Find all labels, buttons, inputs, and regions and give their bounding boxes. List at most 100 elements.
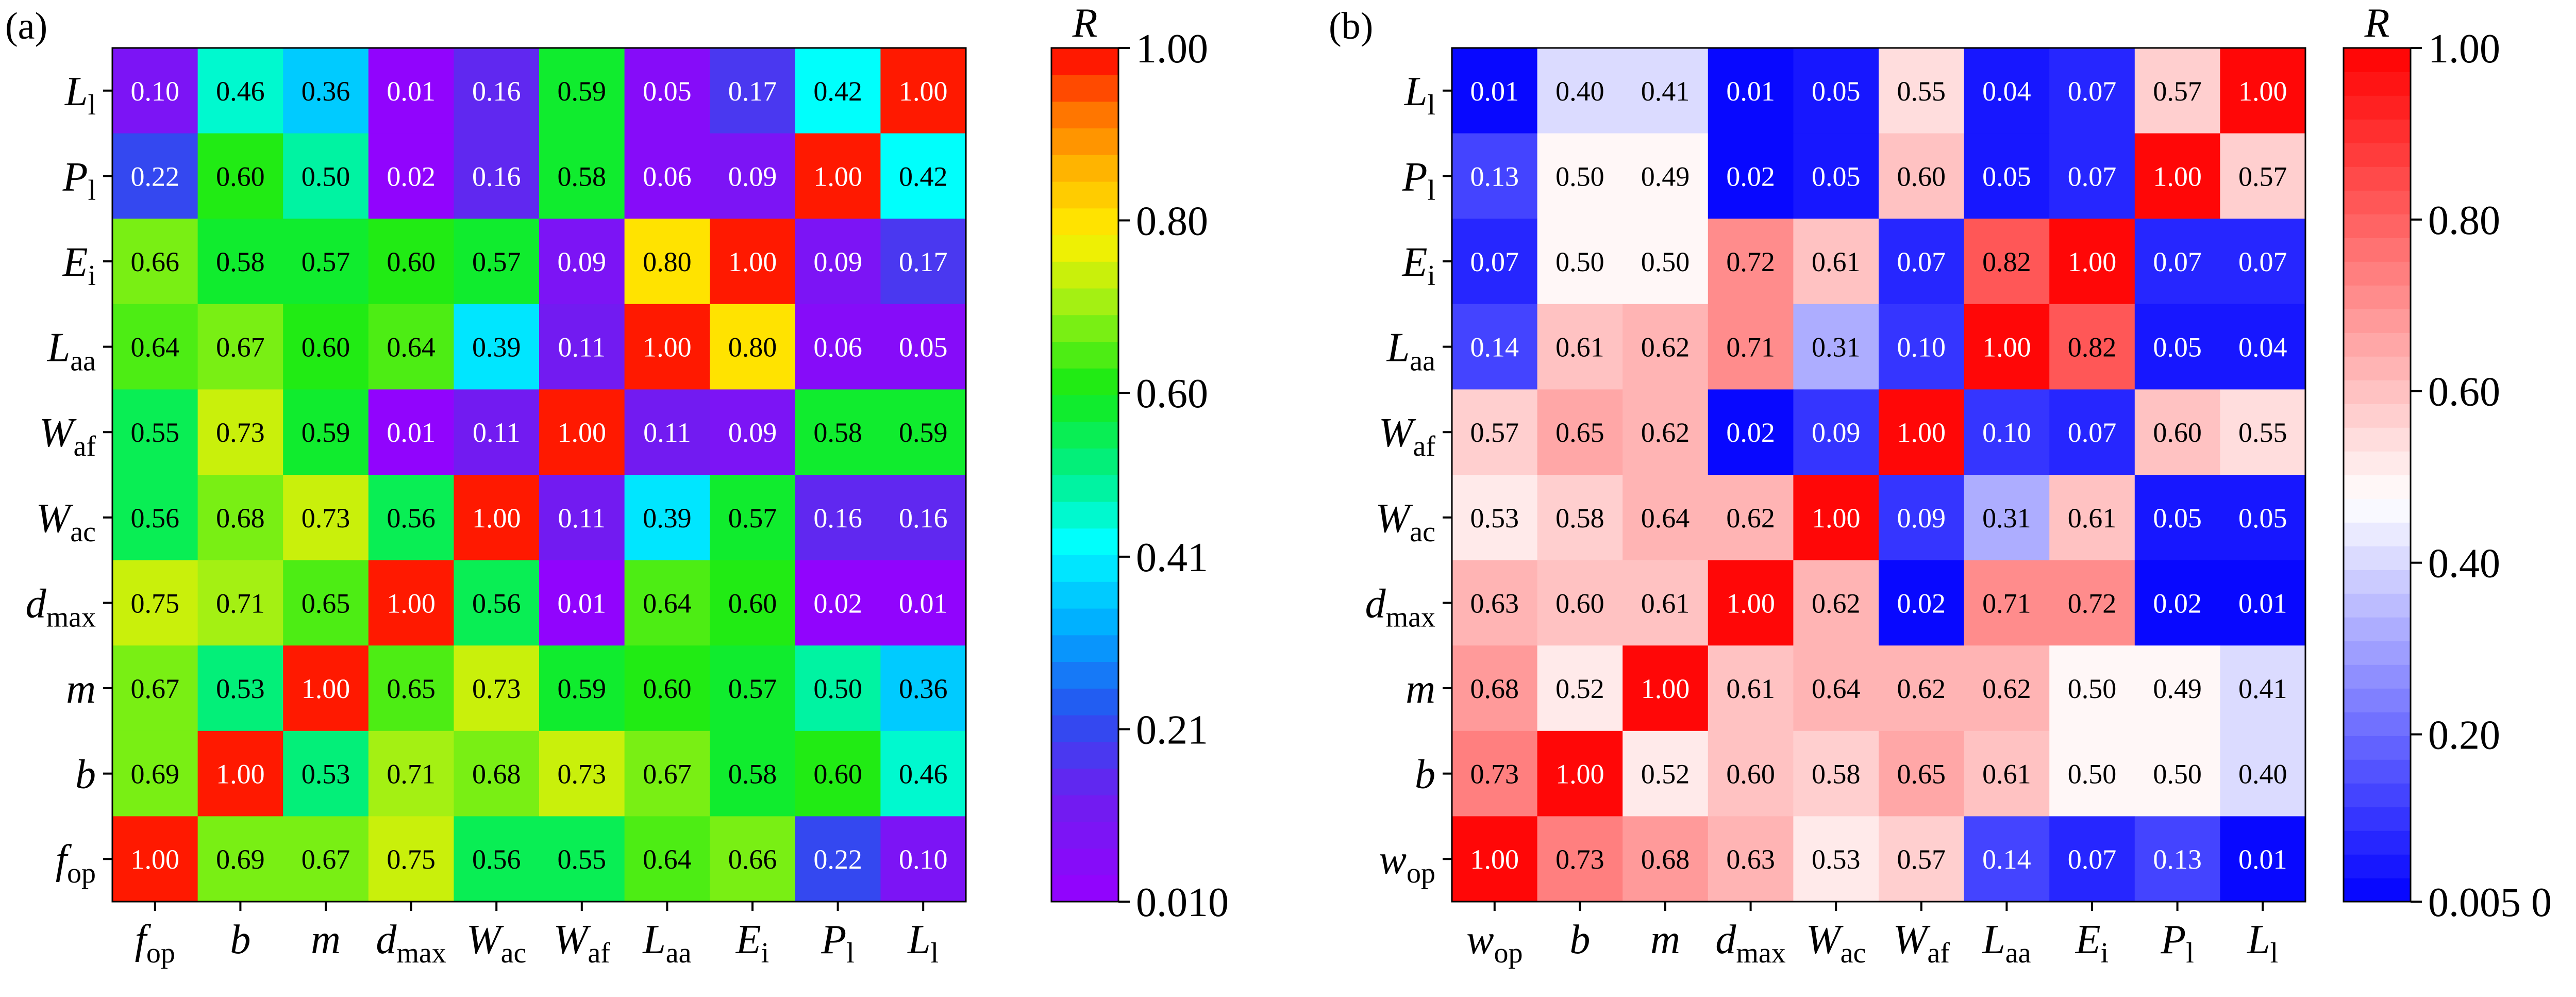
heatmap-cell (1964, 475, 2050, 561)
colorbar-band (1051, 661, 1118, 689)
colorbar-band (1051, 714, 1118, 742)
heatmap-cell (1452, 389, 1538, 475)
heatmap-cell (112, 816, 198, 902)
heatmap-cell (283, 304, 369, 390)
cell-value-label: 0.52 (1641, 759, 1690, 790)
cell-value-label: 0.68 (472, 759, 521, 790)
colorbar-band (2344, 48, 2411, 72)
y-tick-label: Ei (1402, 240, 1435, 292)
heatmap-cell (1879, 133, 1965, 219)
y-tick-label-base: b (1415, 752, 1435, 797)
colorbar-band (2344, 878, 2411, 902)
x-tick-label-base: L (1982, 917, 2005, 962)
cell-value-label: 0.16 (472, 76, 521, 107)
cell-value-label: 0.58 (1812, 759, 1861, 790)
cell-value-label: 0.82 (1982, 246, 2031, 277)
cell-value-label: 0.58 (558, 161, 607, 192)
cell-value-label: 0.55 (131, 417, 180, 448)
colorbar-band (1051, 288, 1118, 315)
heatmap-cell (368, 48, 454, 134)
cell-value-label: 0.40 (1555, 76, 1604, 107)
heatmap-cell (1622, 730, 1709, 817)
x-tick-label: fop (135, 917, 175, 969)
heatmap-cell (624, 475, 710, 561)
x-tick-label-sub: af (588, 937, 610, 969)
heatmap-cell (1879, 304, 1965, 390)
cell-value-label: 0.61 (1982, 759, 2031, 790)
cell-value-label: 0.56 (472, 844, 521, 875)
cell-value-label: 0.73 (216, 417, 265, 448)
cell-value-label: 0.63 (1470, 588, 1519, 619)
cell-value-label: 1.00 (1897, 417, 1946, 448)
cell-value-label: 0.72 (1726, 246, 1775, 277)
heatmap-cell (1537, 475, 1623, 561)
y-tick-label-sub: max (1386, 601, 1435, 633)
colorbar-band (2344, 285, 2411, 309)
heatmap-cell (539, 645, 625, 732)
cell-value-label: 0.09 (728, 161, 777, 192)
colorbar-band (2344, 143, 2411, 167)
colorbar-band (1051, 101, 1118, 129)
cell-value-label: 0.80 (728, 332, 777, 363)
heatmap-cell (795, 730, 881, 817)
heatmap-cell (2134, 389, 2220, 475)
heatmap-cell (112, 730, 198, 817)
y-tick-label-base: W (1376, 496, 1413, 541)
y-tick-label: wop (1379, 837, 1435, 889)
y-tick-label: Ll (1404, 69, 1435, 121)
y-tick-label: fop (56, 837, 96, 889)
cell-value-label: 0.67 (216, 332, 265, 363)
cell-value-label: 0.73 (472, 673, 521, 704)
colorbar-band (2344, 238, 2411, 262)
cell-value-label: 0.40 (2238, 759, 2287, 790)
cell-value-label: 0.58 (216, 246, 265, 277)
y-tick-label-base: L (47, 325, 71, 371)
cell-value-label: 0.01 (2238, 844, 2287, 875)
heatmap-cell (624, 389, 710, 475)
colorbar-band (2344, 593, 2411, 618)
heatmap-cell (539, 219, 625, 305)
heatmap-cell (1622, 304, 1709, 390)
y-tick-label-base: w (1379, 837, 1407, 883)
cell-value-label: 0.61 (1726, 673, 1775, 704)
heatmap-cell (1452, 219, 1538, 305)
colorbar-tick-label: 1.00 (1136, 26, 1208, 72)
heatmap-cell (1879, 816, 1965, 902)
colorbar-band (1051, 795, 1118, 822)
cell-value-label: 0.57 (728, 503, 777, 534)
cell-value-label: 0.75 (131, 588, 180, 619)
cell-value-label: 0.55 (1897, 76, 1946, 107)
heatmap-cell (2220, 219, 2306, 305)
y-tick-label-sub: op (1407, 857, 1435, 889)
colorbar-band (1051, 48, 1118, 75)
colorbar-tick-label: 0.60 (2428, 370, 2500, 415)
heatmap-cell (1452, 304, 1538, 390)
y-tick-label-sub: af (1413, 430, 1435, 462)
x-tick-label: b (230, 917, 250, 962)
heatmap-cell (1708, 560, 1794, 646)
colorbar-band (1051, 314, 1118, 342)
cell-value-label: 0.10 (131, 76, 180, 107)
heatmap-cell (1793, 304, 1879, 390)
heatmap-cell (1622, 645, 1709, 732)
y-tick-label-sub: l (1427, 89, 1435, 121)
cell-value-label: 0.02 (813, 588, 862, 619)
cell-value-label: 0.75 (387, 844, 436, 875)
cell-value-label: 0.02 (2153, 588, 2202, 619)
cell-value-label: 0.02 (1726, 161, 1775, 192)
heatmap-cell (2134, 730, 2220, 817)
cell-value-label: 0.05 (1812, 76, 1861, 107)
y-tick-label-base: L (1404, 69, 1428, 114)
colorbar-band (2344, 72, 2411, 96)
heatmap-cell (710, 730, 796, 817)
cell-value-label: 0.62 (1641, 417, 1690, 448)
cell-value-label: 0.01 (899, 588, 948, 619)
cell-value-label: 0.16 (813, 503, 862, 534)
cell-value-label: 0.10 (1982, 417, 2031, 448)
heatmap-cell (1793, 219, 1879, 305)
heatmap-cell (283, 645, 369, 732)
colorbar-band (2344, 641, 2411, 665)
x-tick-label-sub: l (931, 937, 939, 969)
heatmap-cell (539, 816, 625, 902)
y-tick-label: Ei (62, 240, 96, 292)
